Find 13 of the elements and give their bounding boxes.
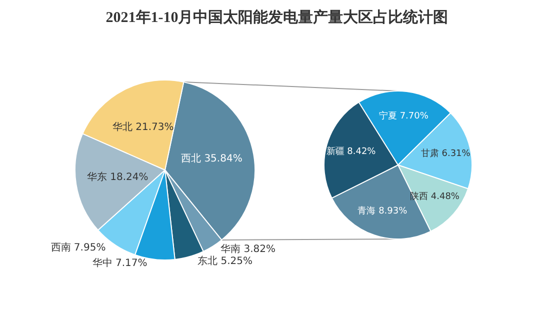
slice-label: 华东 18.24% — [86, 171, 148, 184]
chart-title: 2021年1-10月中国太阳能发电量产量大区占比统计图 — [104, 8, 450, 27]
slice-label: 甘肃 6.31% — [420, 148, 471, 160]
slice-label: 新疆 8.42% — [326, 146, 376, 157]
slice-label: 华北 21.73% — [112, 120, 174, 133]
slice-label: 华南 3.82% — [220, 243, 276, 256]
slice-label: 华中 7.17% — [92, 256, 148, 269]
slice-label: 西南 7.95% — [50, 242, 106, 254]
slice-label: 宁夏 7.70% — [378, 110, 429, 122]
slice-label: 西北 35.84% — [181, 152, 242, 164]
slice-label: 青海 8.93% — [358, 205, 408, 216]
slice-label: 东北 5.25% — [198, 255, 253, 268]
slice-label: 陕西 4.48% — [410, 191, 460, 202]
